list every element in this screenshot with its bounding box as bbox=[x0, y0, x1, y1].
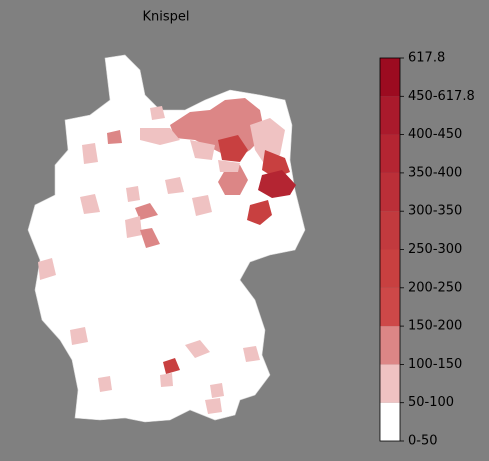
colorbar-segment bbox=[380, 134, 400, 173]
colorbar-label: 50-100 bbox=[408, 395, 454, 410]
region bbox=[185, 340, 210, 358]
colorbar-segment bbox=[380, 364, 400, 403]
region bbox=[163, 358, 180, 374]
region bbox=[160, 373, 173, 387]
colorbar-label: 300-350 bbox=[408, 204, 462, 219]
region bbox=[190, 140, 215, 160]
colorbar: 0-50 50-100 100-150 150-200 200-250 250-300 30… bbox=[379, 51, 475, 449]
region bbox=[80, 194, 100, 214]
region bbox=[262, 150, 290, 178]
region bbox=[192, 195, 212, 216]
germany-map bbox=[27, 54, 306, 423]
region bbox=[150, 106, 165, 120]
colorbar-segment bbox=[380, 287, 400, 327]
region bbox=[107, 130, 122, 144]
map-title: Knispel bbox=[142, 10, 189, 25]
region bbox=[38, 258, 56, 280]
region bbox=[82, 143, 98, 164]
colorbar-segment bbox=[380, 402, 400, 441]
region bbox=[243, 346, 260, 362]
region bbox=[247, 200, 272, 225]
colorbar-label: 450-617.8 bbox=[408, 89, 475, 104]
region bbox=[126, 186, 140, 202]
region bbox=[140, 228, 160, 248]
region bbox=[218, 160, 240, 172]
colorbar-label: 617.8 bbox=[408, 51, 445, 66]
region bbox=[125, 216, 142, 238]
colorbar-label: 400-450 bbox=[408, 127, 462, 142]
colorbar-label: 0-50 bbox=[408, 434, 438, 449]
region bbox=[218, 135, 248, 162]
colorbar-label: 150-200 bbox=[408, 319, 462, 334]
colorbar-segment bbox=[380, 211, 400, 250]
region bbox=[140, 128, 180, 145]
region bbox=[258, 170, 296, 198]
region bbox=[205, 398, 222, 414]
colorbar-label: 350-400 bbox=[408, 165, 462, 180]
colorbar-segment bbox=[380, 249, 400, 288]
region bbox=[165, 177, 184, 194]
colorbar-segment bbox=[380, 172, 400, 212]
region bbox=[98, 376, 112, 392]
region bbox=[70, 327, 88, 345]
colorbar-label: 200-250 bbox=[408, 280, 462, 295]
colorbar-segment bbox=[380, 96, 400, 135]
colorbar-label: 250-300 bbox=[408, 242, 462, 257]
colorbar-segment bbox=[380, 58, 400, 97]
region bbox=[135, 203, 158, 220]
colorbar-label: 100-150 bbox=[408, 357, 462, 372]
region bbox=[250, 118, 285, 165]
region bbox=[210, 383, 224, 398]
colorbar-segment bbox=[380, 326, 400, 365]
region bbox=[218, 165, 248, 195]
